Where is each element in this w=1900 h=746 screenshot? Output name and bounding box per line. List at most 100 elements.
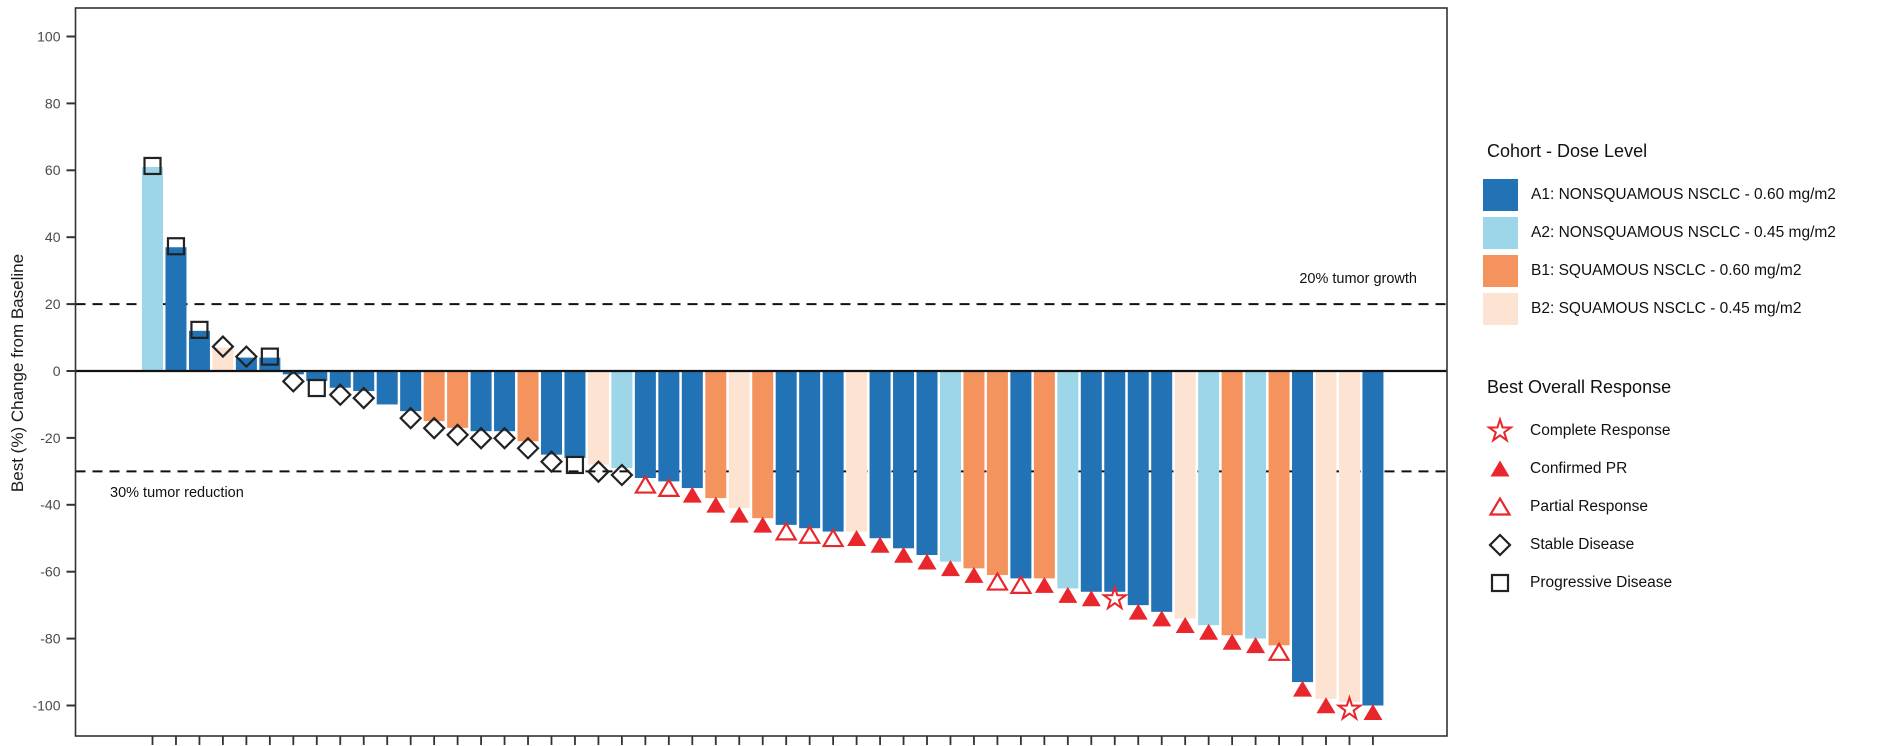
bar: [329, 371, 351, 388]
response-legend-label: Partial Response: [1530, 498, 1649, 515]
bar: [1221, 371, 1243, 636]
bar: [986, 371, 1008, 576]
marker-partial-response-icon: [774, 521, 798, 541]
marker-confirmed-pr-icon: [1034, 576, 1054, 593]
marker-stable-disease-icon: [516, 436, 540, 460]
marker-confirmed-pr-icon: [1128, 603, 1148, 620]
bar: [728, 371, 750, 509]
marker-stable-disease-icon: [234, 345, 258, 369]
bar: [775, 371, 797, 525]
bar: [963, 371, 985, 569]
y-tick-label: -80: [40, 631, 60, 647]
bar: [1104, 371, 1126, 592]
bar: [1338, 371, 1360, 703]
marker-stable-disease-icon: [328, 383, 352, 407]
y-axis-label: Best (%) Change from Baseline: [8, 253, 27, 493]
bar: [1127, 371, 1149, 606]
marker-partial-response-icon: [1267, 641, 1291, 661]
marker-stable-disease-icon: [469, 426, 493, 450]
marker-partial-response-icon: [798, 524, 822, 544]
bar: [1292, 371, 1314, 683]
marker-stable-disease-icon: [352, 386, 376, 410]
bar: [611, 371, 633, 469]
response-legend-label: Stable Disease: [1530, 536, 1635, 553]
marker-confirmed-pr-icon: [1316, 697, 1336, 714]
bar: [306, 371, 328, 382]
marker-confirmed-pr-icon: [1363, 704, 1383, 720]
marker-confirmed-pr-icon: [729, 506, 749, 523]
response-legend-item-SD: Stable Disease: [1483, 528, 1634, 562]
marker-stable-disease-icon: [399, 406, 423, 430]
bar: [869, 371, 891, 539]
marker-progressive-disease-icon: [190, 320, 209, 339]
legend: Cohort - Dose Level Best Overall Respons…: [1483, 0, 1900, 746]
marker-confirmed-pr-icon: [894, 546, 914, 563]
bar: [376, 371, 398, 405]
bar: [470, 371, 492, 432]
marker-confirmed-pr-icon: [1246, 637, 1266, 654]
bar: [939, 371, 961, 562]
growth-threshold-annotation: 20% tumor growth: [1299, 271, 1417, 287]
bar: [752, 371, 774, 519]
triangle-open-legend-icon: [1488, 496, 1512, 516]
marker-confirmed-pr-icon: [706, 496, 726, 513]
bar: [212, 347, 234, 371]
response-legend-item-PD: Progressive Disease: [1483, 566, 1672, 600]
marker-stable-disease-icon: [610, 463, 634, 487]
cohort-legend-label: A2: NONSQUAMOUS NSCLC - 0.45 mg/m2: [1531, 224, 1836, 241]
bar: [1010, 371, 1032, 579]
bar: [400, 371, 422, 412]
y-tick-label: -40: [40, 497, 60, 513]
bar: [564, 371, 586, 458]
marker-complete-response-icon: [1485, 416, 1515, 443]
marker-stable-disease-icon: [586, 460, 610, 484]
marker-progressive-disease-icon: [565, 455, 585, 475]
marker-partial-response-icon: [633, 474, 657, 494]
y-tick-label: 60: [45, 162, 61, 178]
cohort-legend-item-B1: B1: SQUAMOUS NSCLC - 0.60 mg/m2: [1483, 254, 1801, 288]
marker-stable-disease-icon: [446, 423, 470, 447]
marker-confirmed-pr-icon: [1058, 586, 1078, 603]
response-legend-item-CPR: Confirmed PR: [1483, 452, 1627, 486]
bar: [494, 371, 516, 432]
marker-stable-disease-icon: [539, 450, 564, 474]
cohort-swatch-B1: [1483, 255, 1518, 287]
marker-confirmed-pr-icon: [964, 566, 984, 583]
marker-stable-disease-icon: [492, 426, 517, 450]
marker-progressive-disease-icon: [166, 237, 186, 256]
marker-stable-disease-icon: [211, 335, 235, 359]
bar: [1268, 371, 1290, 646]
marker-confirmed-pr-icon: [682, 486, 702, 503]
response-legend-label: Confirmed PR: [1530, 460, 1628, 477]
marker-progressive-disease-icon: [1490, 573, 1510, 593]
cohort-legend-item-B2: B2: SQUAMOUS NSCLC - 0.45 mg/m2: [1483, 292, 1801, 326]
response-legend-label: Complete Response: [1530, 422, 1671, 439]
y-tick-label: -20: [40, 430, 60, 446]
cohort-swatch-A1: [1483, 179, 1518, 211]
square-open-legend-icon: [1490, 573, 1510, 593]
marker-confirmed-pr-icon: [1293, 680, 1313, 697]
y-tick-label: -60: [40, 564, 60, 580]
bar: [1033, 371, 1055, 579]
marker-confirmed-pr-icon: [1222, 633, 1242, 650]
marker-partial-response-icon: [1488, 496, 1512, 516]
bar: [634, 371, 656, 479]
cohort-legend-label: A1: NONSQUAMOUS NSCLC - 0.60 mg/m2: [1531, 186, 1836, 203]
cohort-legend-item-A1: A1: NONSQUAMOUS NSCLC - 0.60 mg/m2: [1483, 178, 1836, 212]
bar: [353, 371, 375, 392]
response-legend-title: Best Overall Response: [1487, 377, 1672, 397]
marker-confirmed-pr-icon: [1199, 623, 1219, 640]
diamond-open-legend-icon: [1488, 533, 1512, 557]
marker-partial-response-icon: [821, 527, 845, 548]
bar: [540, 371, 562, 455]
bar: [822, 371, 844, 532]
marker-confirmed-pr-icon: [1175, 617, 1195, 634]
bar: [1057, 371, 1079, 589]
marker-confirmed-pr-icon: [753, 516, 773, 533]
cohort-swatch-B2: [1483, 293, 1518, 325]
bar: [447, 371, 469, 428]
marker-confirmed-pr-icon: [1081, 590, 1101, 607]
waterfall-chart: 100 80 60 40 20 0 -20 -40 -60 -80 -100: [32, 7, 1448, 745]
reduction-threshold-annotation: 30% tumor reduction: [110, 485, 244, 501]
